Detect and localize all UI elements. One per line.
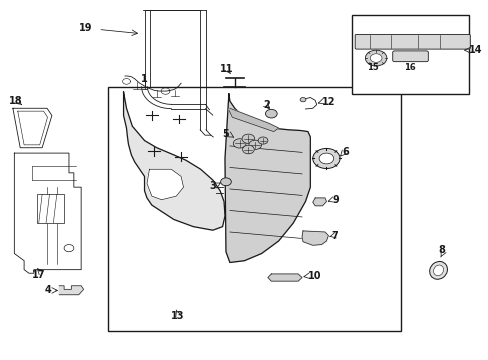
Circle shape bbox=[300, 98, 305, 102]
Text: 11: 11 bbox=[219, 64, 233, 74]
Text: 12: 12 bbox=[321, 97, 334, 107]
Circle shape bbox=[242, 134, 254, 143]
Text: 15: 15 bbox=[366, 63, 378, 72]
Text: 3: 3 bbox=[209, 181, 216, 191]
Text: 6: 6 bbox=[341, 147, 348, 157]
Text: 19: 19 bbox=[79, 23, 93, 33]
Polygon shape bbox=[147, 169, 183, 200]
Polygon shape bbox=[224, 94, 310, 262]
Circle shape bbox=[319, 153, 333, 164]
Text: 17: 17 bbox=[32, 270, 45, 280]
Bar bbox=[108, 87, 400, 330]
Polygon shape bbox=[302, 231, 328, 245]
Text: 7: 7 bbox=[330, 231, 337, 240]
Text: 10: 10 bbox=[307, 271, 321, 281]
Circle shape bbox=[64, 244, 74, 252]
Text: 4: 4 bbox=[45, 285, 52, 296]
Text: 1: 1 bbox=[141, 74, 147, 84]
Circle shape bbox=[265, 109, 277, 118]
Polygon shape bbox=[123, 92, 224, 230]
Bar bbox=[37, 194, 64, 223]
Circle shape bbox=[242, 145, 254, 154]
Circle shape bbox=[248, 140, 261, 149]
Polygon shape bbox=[267, 274, 302, 281]
Text: 8: 8 bbox=[438, 245, 445, 255]
Text: 13: 13 bbox=[170, 311, 183, 321]
FancyBboxPatch shape bbox=[392, 51, 427, 62]
Text: 18: 18 bbox=[8, 96, 22, 106]
Circle shape bbox=[312, 148, 339, 168]
Text: 16: 16 bbox=[404, 63, 415, 72]
Polygon shape bbox=[228, 108, 278, 132]
Bar bbox=[351, 15, 468, 94]
Circle shape bbox=[369, 54, 381, 62]
Circle shape bbox=[233, 139, 245, 148]
FancyBboxPatch shape bbox=[354, 35, 469, 49]
Polygon shape bbox=[312, 198, 326, 206]
Circle shape bbox=[220, 178, 231, 186]
Text: 14: 14 bbox=[468, 45, 481, 55]
Ellipse shape bbox=[433, 265, 443, 276]
Text: 5: 5 bbox=[222, 129, 229, 139]
Text: 9: 9 bbox=[331, 195, 338, 205]
Circle shape bbox=[258, 137, 267, 144]
Text: 2: 2 bbox=[263, 100, 269, 111]
Circle shape bbox=[365, 50, 386, 66]
Polygon shape bbox=[59, 286, 83, 295]
Ellipse shape bbox=[429, 261, 447, 279]
